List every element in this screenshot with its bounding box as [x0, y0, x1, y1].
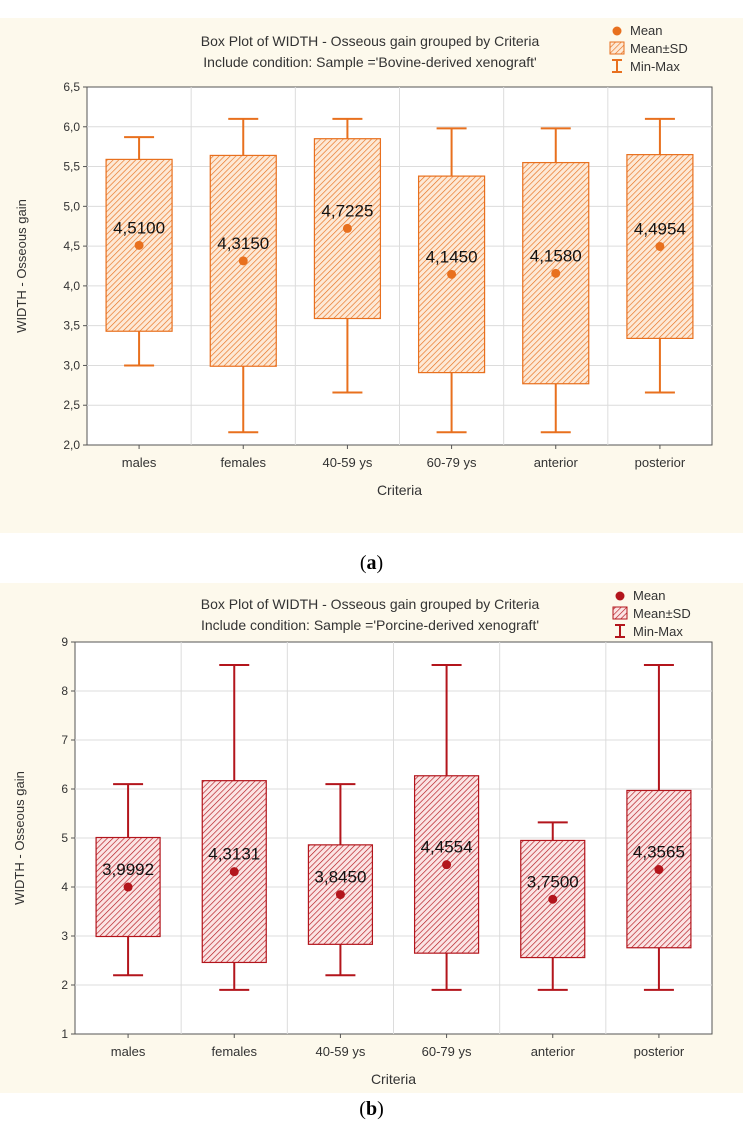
mean-point [123, 882, 133, 892]
mean-value-label: 4,4954 [634, 219, 686, 238]
y-tick-label: 6 [61, 782, 68, 796]
y-tick-label: 6,5 [63, 80, 80, 94]
legend-minmax-label: Min-Max [633, 624, 683, 639]
y-tick-label: 1 [61, 1027, 68, 1041]
mean-value-label: 4,1450 [426, 247, 478, 266]
y-tick-label: 8 [61, 684, 68, 698]
chart-panel-a: 2,0 2,5 3,0 3,5 4,0 4,5 5,0 5,5 6,0 6,5 4,5100 male… [0, 18, 743, 533]
mean-point [551, 268, 561, 278]
caption-b-close: ) [377, 1098, 384, 1120]
chart-title: Box Plot of WIDTH - Osseous gain grouped… [201, 596, 540, 612]
mean-value-label: 4,7225 [321, 201, 373, 220]
x-tick-label: anterior [531, 1044, 576, 1059]
mean-point [229, 867, 239, 877]
y-tick-label: 5 [61, 831, 68, 845]
mean-value-label: 3,9992 [102, 860, 154, 879]
y-tick-label: 4 [61, 880, 68, 894]
y-tick-label: 9 [61, 635, 68, 649]
chart-a: 2,0 2,5 3,0 3,5 4,0 4,5 5,0 5,5 6,0 6,5 4,5100 male… [14, 23, 713, 498]
caption-a: (a) [0, 552, 743, 575]
y-tick-label: 2 [61, 978, 68, 992]
legend-mean-label: Mean [630, 23, 663, 38]
x-tick-label: 60-79 ys [422, 1044, 472, 1059]
sd-box [307, 844, 374, 945]
y-tick-label: 7 [61, 733, 68, 747]
caption-a-letter: a [366, 552, 377, 574]
x-tick-label: 40-59 ys [322, 455, 372, 470]
x-tick-label: females [220, 455, 266, 470]
mean-value-label: 4,5100 [113, 218, 165, 237]
caption-a-close: ) [376, 552, 384, 574]
y-tick-label: 2,5 [63, 398, 80, 412]
x-axis-label: Criteria [371, 1071, 416, 1087]
x-tick-label: 40-59 ys [315, 1044, 365, 1059]
caption-a-open: ( [359, 552, 367, 574]
x-tick-label: posterior [635, 455, 686, 470]
mean-value-label: 4,1580 [530, 246, 582, 265]
x-axis-label: Criteria [377, 482, 422, 498]
x-tick-label: posterior [634, 1044, 685, 1059]
y-axis-label: WIDTH - Osseous gain [12, 771, 27, 905]
legend-mean-marker [615, 591, 625, 601]
chart-b: 1 2 3 4 5 6 7 8 9 3,9992 males 4,3131 females 3,8450 4… [12, 588, 713, 1087]
legend-sd-marker [612, 606, 628, 620]
y-tick-label: 3 [61, 929, 68, 943]
legend-mean-marker [612, 26, 622, 36]
mean-point [442, 860, 452, 870]
y-tick-label: 6,0 [63, 120, 80, 134]
x-tick-label: anterior [534, 455, 579, 470]
mean-point [238, 256, 248, 266]
y-tick-label: 3,0 [63, 358, 80, 372]
chart-subtitle: Include condition: Sample ='Bovine-deriv… [203, 54, 536, 70]
mean-point [447, 269, 457, 279]
chart-panel-b: 1 2 3 4 5 6 7 8 9 3,9992 males 4,3131 females 3,8450 4… [0, 583, 743, 1093]
mean-value-label: 4,3131 [208, 845, 260, 864]
legend-minmax-label: Min-Max [630, 59, 680, 74]
mean-value-label: 3,8450 [314, 868, 366, 887]
mean-point [655, 241, 665, 251]
mean-value-label: 4,3150 [217, 234, 269, 253]
mean-point [654, 865, 664, 875]
caption-b-letter: b [365, 1098, 378, 1120]
mean-point [548, 894, 558, 904]
mean-value-label: 4,3565 [633, 843, 685, 862]
x-tick-label: females [211, 1044, 257, 1059]
legend-sd-label: Mean±SD [630, 41, 688, 56]
x-tick-label: males [122, 455, 157, 470]
y-axis-label: WIDTH - Osseous gain [14, 199, 29, 333]
y-tick-label: 4,0 [63, 279, 80, 293]
y-tick-label: 4,5 [63, 239, 80, 253]
y-tick-label: 2,0 [63, 438, 80, 452]
chart-title: Box Plot of WIDTH - Osseous gain grouped… [201, 33, 540, 49]
legend-sd-label: Mean±SD [633, 606, 691, 621]
mean-value-label: 3,7500 [527, 872, 579, 891]
y-tick-label: 3,5 [63, 319, 80, 333]
mean-point [335, 890, 345, 900]
chart-subtitle: Include condition: Sample ='Porcine-deri… [201, 617, 539, 633]
caption-b-open: ( [359, 1098, 366, 1120]
mean-point [134, 240, 144, 250]
legend-sd-marker [609, 41, 625, 55]
y-tick-label: 5,5 [63, 160, 80, 174]
mean-value-label: 4,4554 [421, 838, 473, 857]
y-tick-label: 5,0 [63, 199, 80, 213]
x-tick-label: males [111, 1044, 146, 1059]
caption-b: (b) [0, 1098, 743, 1121]
mean-point [342, 223, 352, 233]
legend-mean-label: Mean [633, 588, 666, 603]
x-tick-label: 60-79 ys [427, 455, 477, 470]
